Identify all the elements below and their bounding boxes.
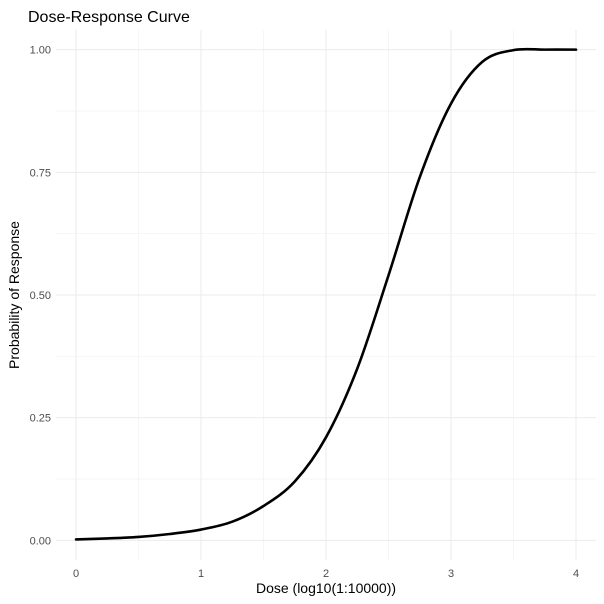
x-axis-ticks: 0 1 2 3 4 [73,568,579,580]
y-axis-title: Probability of Response [6,221,22,369]
x-tick-label: 4 [573,568,579,580]
series-layer [74,47,578,541]
response-curve-line [74,47,578,541]
y-tick-label: 0.25 [30,413,51,425]
y-tick-label: 1.00 [30,45,51,57]
y-tick-label: 0.75 [30,167,51,179]
chart-title: Dose-Response Curve [28,9,190,26]
major-grid [56,30,596,560]
x-tick-label: 1 [198,568,204,580]
x-tick-label: 2 [323,568,329,580]
y-tick-label: 0.00 [30,535,51,547]
y-axis-ticks: 0.00 0.25 0.50 0.75 1.00 [30,45,51,548]
y-tick-label: 0.50 [30,290,51,302]
x-axis-title: Dose (log10(1:10000)) [256,580,396,596]
x-tick-label: 0 [73,568,79,580]
x-tick-label: 3 [448,568,454,580]
